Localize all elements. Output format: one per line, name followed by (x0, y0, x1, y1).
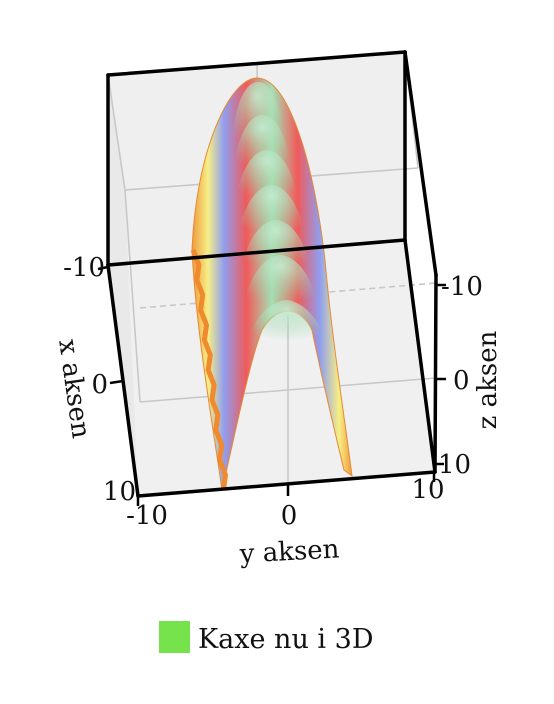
z-tick-label: -10 (441, 272, 483, 302)
z-axis-label: z aksen (473, 330, 503, 429)
surface (190, 77, 353, 491)
y-tick-label: 10 (411, 475, 444, 505)
left-side-panel (108, 75, 138, 496)
legend-swatch (159, 621, 190, 653)
x-tick-label: 10 (103, 477, 136, 507)
x-axis-label: x aksen (52, 337, 96, 440)
floor-panel (108, 240, 435, 496)
y-axis-label: y aksen (238, 534, 340, 569)
frame-edge (106, 50, 407, 77)
frame-edge (106, 263, 140, 498)
tick-marks (97, 265, 446, 506)
surface-crest-band (242, 255, 319, 310)
gridline (107, 74, 126, 191)
x-tick-label: 0 (91, 370, 108, 400)
y-tick-label: 0 (281, 501, 298, 531)
frame-edge (106, 238, 407, 267)
y-tick-label: -10 (126, 501, 168, 531)
surface-crest-band (246, 300, 327, 345)
legend: Kaxe nu i 3D (159, 621, 373, 655)
legend-entry-label: Kaxe nu i 3D (198, 624, 373, 655)
frame-edge (403, 50, 438, 277)
z-tick-label: 10 (438, 450, 471, 480)
z-tick-label: 0 (453, 366, 470, 396)
axes-frame (106, 50, 438, 498)
frame-edge (433, 273, 438, 474)
x-tick-label: -10 (63, 253, 105, 283)
gridline (124, 189, 141, 403)
tick-mark (97, 265, 109, 271)
tick-mark (109, 379, 124, 385)
frame-edge (403, 238, 437, 474)
frame-edge (136, 470, 437, 498)
surface-edge (190, 249, 229, 491)
